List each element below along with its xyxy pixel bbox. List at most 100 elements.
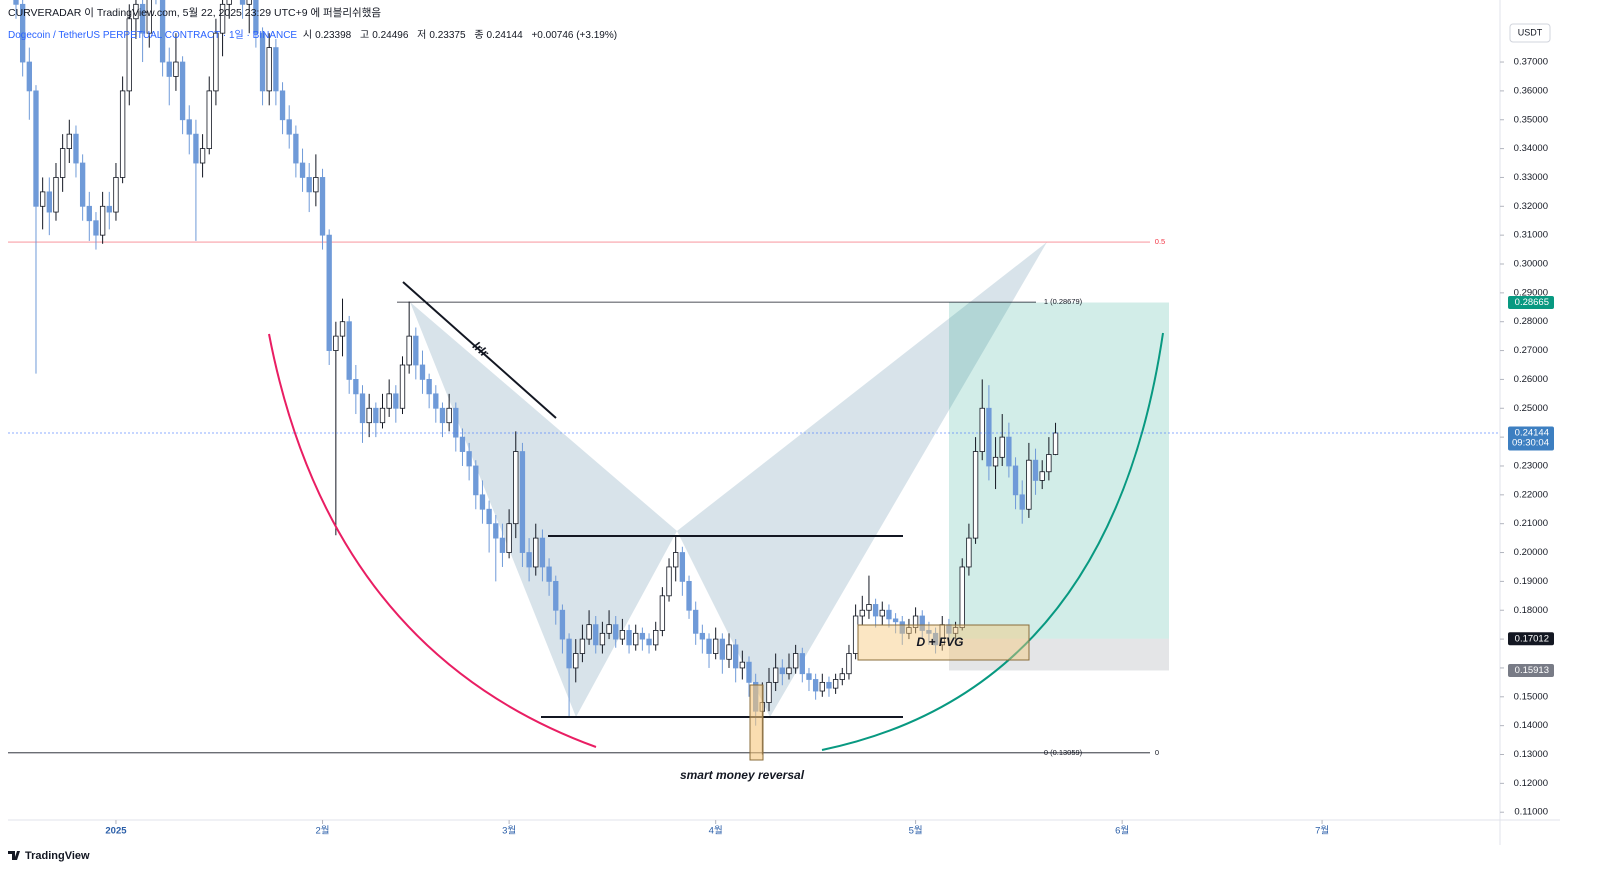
y-tick-label: 0.25000 [1514, 403, 1548, 414]
price-badge-label: 0.28665 [1515, 297, 1549, 308]
candle-body [966, 537, 972, 568]
candle-body [1032, 459, 1039, 481]
candle-body [646, 638, 652, 646]
ohlc-value: 0.24144 [486, 30, 523, 41]
position-loss [949, 638, 1169, 671]
candle-body [553, 580, 559, 611]
candle-body [1046, 454, 1052, 473]
candle-body [13, 0, 19, 5]
candle-body [306, 177, 312, 193]
y-tick-label: 0.28000 [1514, 316, 1548, 327]
candle-body [606, 624, 612, 634]
candle-body [526, 552, 532, 568]
ohlc-key: 저 [417, 30, 427, 41]
x-tick-label: 4월 [709, 825, 723, 837]
candle-body [1006, 436, 1012, 467]
candle-body [66, 133, 72, 149]
candle-body [872, 604, 879, 617]
candle-body [379, 407, 386, 424]
countdown: 09:30:04 [1512, 437, 1549, 448]
y-tick-label: 0.32000 [1514, 201, 1548, 212]
candle-body [892, 618, 899, 623]
brand: TradingView [25, 850, 90, 862]
candle-body [539, 537, 546, 568]
candle-body [313, 177, 319, 193]
candle-body [586, 624, 592, 640]
candle-body [972, 451, 979, 539]
candle-body [473, 465, 479, 496]
candle-body [46, 191, 52, 213]
price-badge [1508, 296, 1554, 310]
candle-body [106, 205, 112, 213]
ohlc-key: 종 [474, 30, 484, 41]
candle-body [186, 119, 192, 135]
brand-logo [8, 851, 20, 860]
candle-body [413, 335, 419, 366]
candle-body [593, 624, 599, 646]
candle-body [959, 566, 965, 628]
candle-body [719, 638, 726, 660]
candle-body [293, 133, 299, 164]
y-tick-label: 0.11000 [1514, 807, 1548, 818]
candle-body [866, 604, 872, 611]
candle-body [1039, 471, 1045, 481]
candle-body [479, 494, 486, 510]
candle-body [613, 624, 619, 640]
candle-body [266, 47, 272, 92]
reversal-box [749, 684, 764, 761]
candle-body [366, 407, 372, 424]
candle-body [812, 679, 819, 692]
candle-body [992, 456, 999, 467]
price-badge-label: 0.17012 [1515, 633, 1549, 644]
y-tick-label: 0.34000 [1514, 143, 1548, 154]
y-tick-label: 0.27000 [1514, 345, 1548, 356]
candle-body [952, 627, 959, 634]
candle-body [373, 407, 379, 424]
fib-label: 1 (0.28679) [1044, 297, 1083, 306]
candle-body [146, 0, 152, 34]
y-tick-label: 0.15000 [1514, 691, 1548, 702]
candle-body [686, 580, 692, 611]
y-tick-label: 0.31000 [1514, 230, 1548, 241]
candle-body [599, 632, 606, 646]
candle-body [406, 335, 412, 366]
candle-body [832, 679, 839, 689]
candle-body [706, 638, 712, 654]
y-tick-label: 0.14000 [1514, 720, 1548, 731]
candle-body [673, 552, 679, 568]
candle-body [566, 638, 572, 669]
candle-body [173, 61, 179, 77]
candle-body [39, 191, 46, 207]
candle-body [859, 609, 865, 617]
candle-body [999, 436, 1005, 458]
candle-body [1012, 465, 1019, 496]
x-tick-label: 6월 [1115, 825, 1129, 837]
candle-body [159, 0, 166, 63]
candle-body [786, 667, 792, 675]
drawings-back [8, 241, 1169, 754]
candle-body [59, 148, 66, 178]
candle-body [253, 0, 259, 34]
y-tick-label: 0.26000 [1514, 374, 1548, 385]
candle-body [899, 621, 905, 634]
candle-body [226, 0, 232, 5]
candle-body [193, 133, 199, 164]
candle-body [359, 393, 366, 424]
candle-body [546, 566, 552, 582]
candle-body [693, 609, 699, 634]
candle-body [486, 508, 492, 525]
candle-body [219, 3, 226, 34]
candle-body [799, 653, 805, 675]
candle-body [919, 615, 925, 631]
price-badge [1508, 632, 1554, 646]
ohlc-value: 0.23398 [315, 30, 352, 41]
publish-line: CURVERADAR 이 TradingView.com, 5월 22, 202… [8, 5, 384, 20]
candle-body [533, 537, 539, 568]
drawings-front: lrlr D + FVG smart money reversal 0.51 (… [8, 237, 1500, 782]
last-price-label: 0.24144 [1515, 427, 1549, 438]
arc-red [268, 333, 597, 748]
candle-body [326, 234, 332, 351]
candle-body [273, 47, 279, 92]
x-tick-label: 3월 [502, 825, 516, 837]
candle-body [979, 407, 985, 452]
